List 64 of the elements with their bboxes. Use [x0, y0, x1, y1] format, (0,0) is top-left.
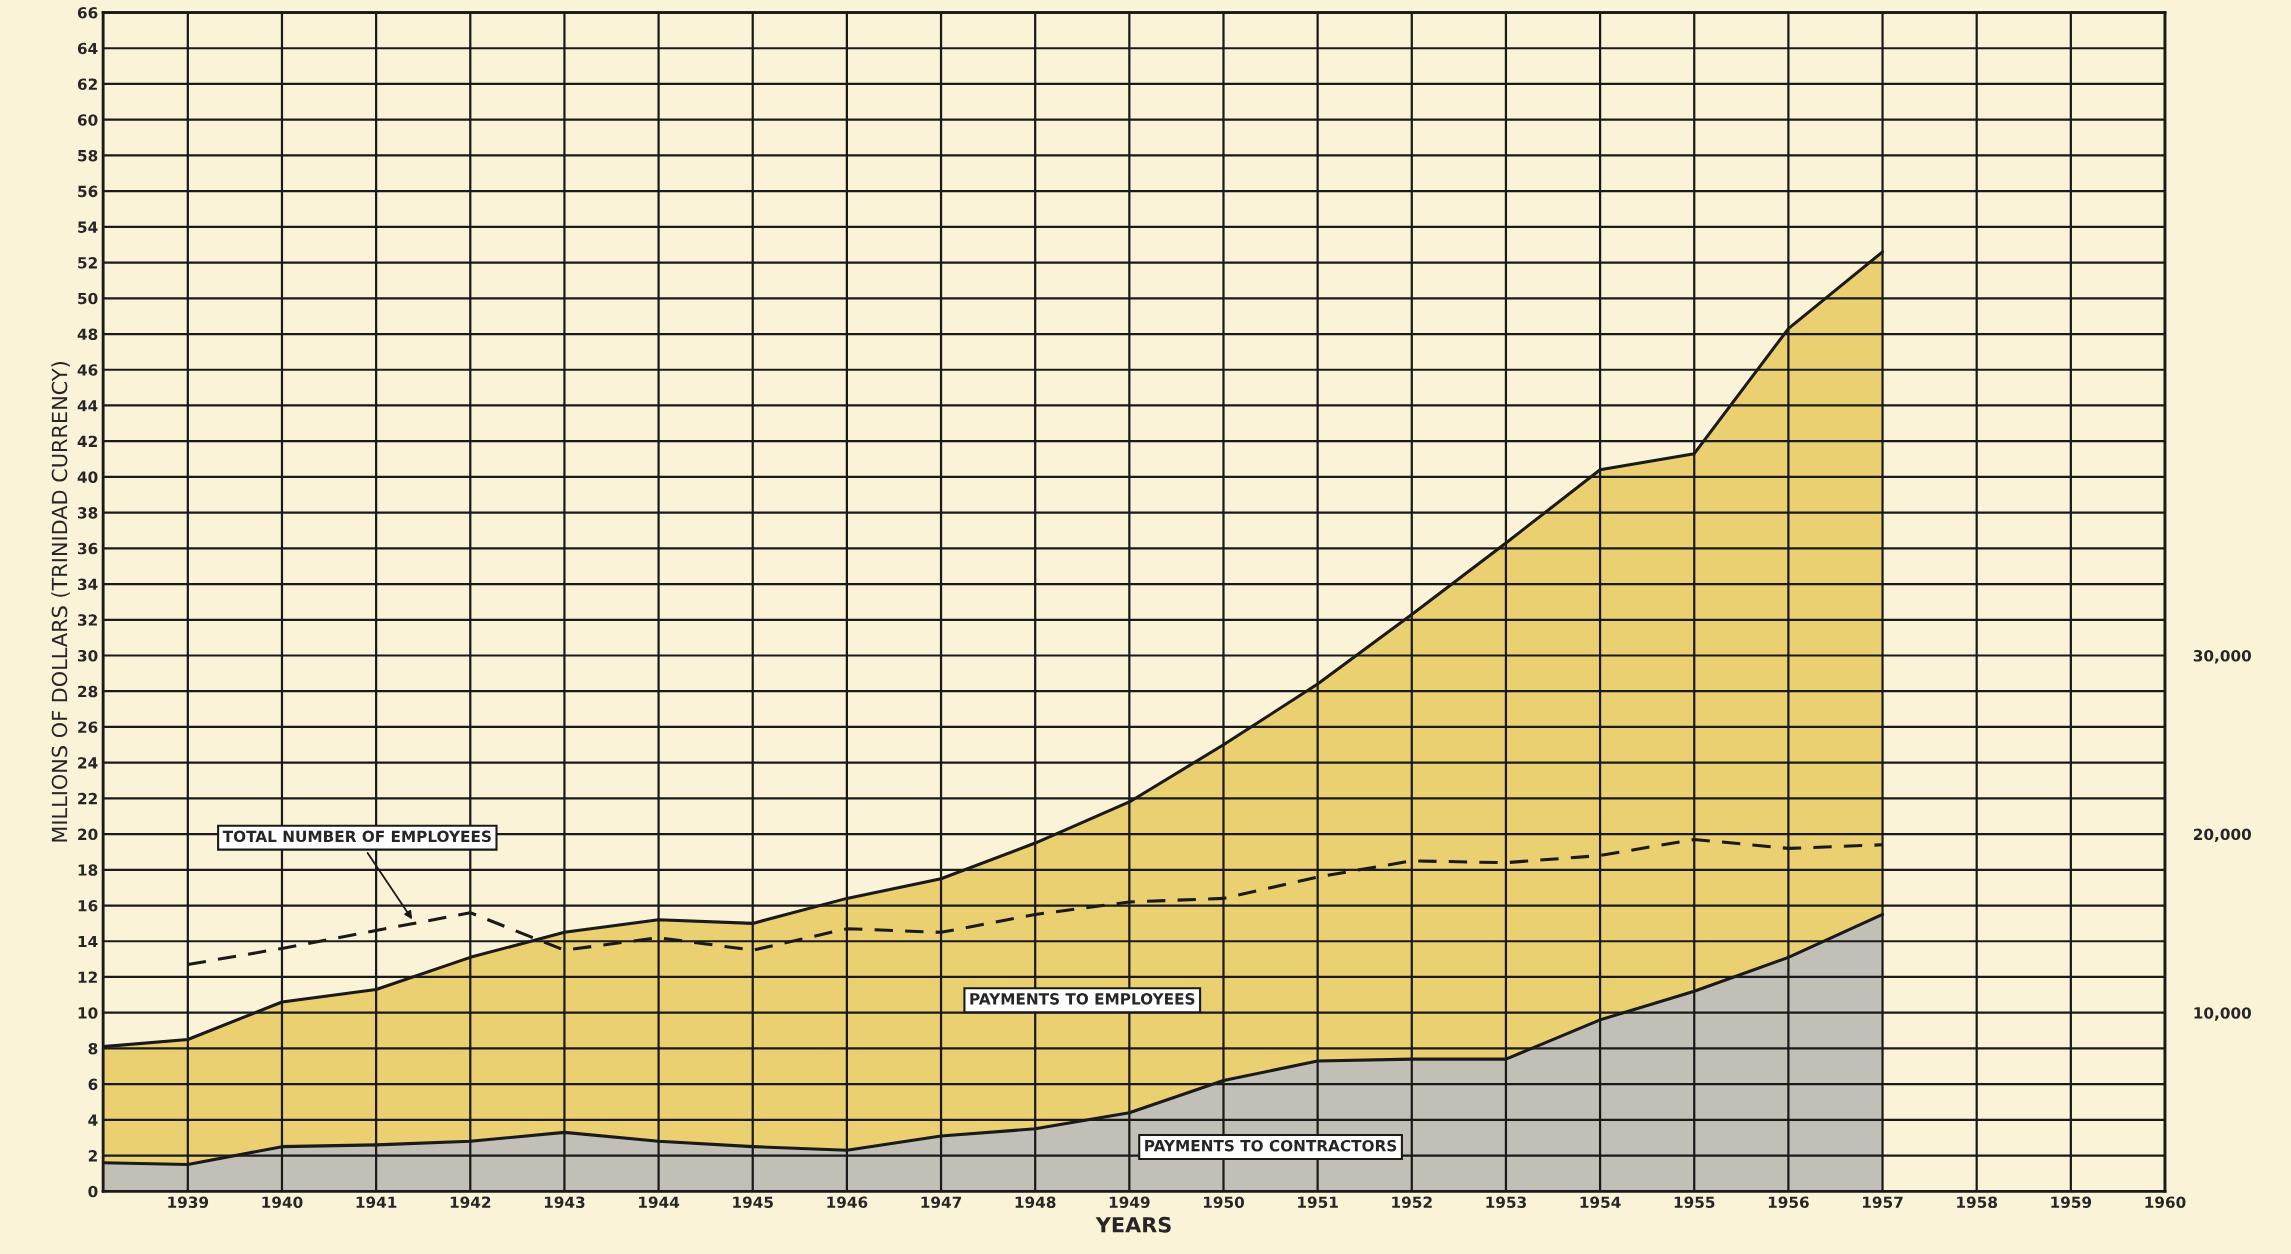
y-tick-label: 8 [88, 1042, 98, 1055]
y-tick-label: 36 [78, 542, 98, 555]
y-tick-label: 0 [88, 1185, 98, 1198]
y-tick-label: 44 [77, 400, 98, 412]
x-tick-label: 1941 [356, 1196, 397, 1208]
x-axis-title: YEARS [1095, 1216, 1171, 1233]
y-tick-label: 6 [88, 1078, 98, 1091]
y-tick-label: 66 [77, 7, 98, 19]
y-tick-label: 4 [88, 1114, 98, 1126]
x-tick-label: 1958 [1957, 1196, 1998, 1208]
x-tick-label: 1945 [733, 1196, 773, 1208]
y-tick-label: 10 [78, 1007, 98, 1019]
y-tick-label: 34 [78, 578, 98, 591]
y-tick-label: 12 [78, 971, 97, 983]
x-tick-label: 1959 [2051, 1196, 2092, 1208]
y-tick-label: 60 [77, 114, 98, 126]
y-tick-label: 38 [78, 507, 98, 519]
y-tick-label: 64 [77, 42, 98, 55]
y-tick-label: 20 [78, 828, 98, 841]
y-tick-label: 50 [78, 292, 98, 305]
x-tick-label: 1944 [639, 1196, 680, 1208]
y-tick-label: 40 [77, 471, 98, 483]
x-tick-label: 1947 [921, 1196, 962, 1208]
y-tick-label: 14 [78, 935, 98, 948]
y-tick-label: 54 [78, 221, 98, 233]
y-tick-label: 2 [88, 1150, 97, 1162]
y-tick-label: 18 [78, 864, 98, 876]
x-tick-label: 1960 [2145, 1196, 2186, 1208]
y-tick-label: 22 [78, 792, 97, 805]
x-tick-label: 1942 [450, 1196, 491, 1208]
y-tick-label: 56 [78, 185, 98, 198]
y-tick-label: 48 [77, 328, 98, 341]
y-tick-label: 26 [78, 721, 98, 733]
x-tick-label: 1957 [1863, 1196, 1903, 1208]
x-tick-label: 1955 [1674, 1196, 1715, 1208]
y-tick-label: 32 [78, 614, 97, 626]
x-tick-label: 1953 [1486, 1196, 1526, 1208]
y-tick-label: 24 [78, 757, 98, 769]
x-tick-label: 1954 [1580, 1196, 1621, 1208]
series-label: PAYMENTS TO CONTRACTORS [1145, 1139, 1397, 1152]
x-tick-label: 1951 [1298, 1196, 1338, 1208]
x-tick-label: 1943 [544, 1196, 585, 1208]
y-tick-label: 30 [78, 649, 98, 662]
x-tick-label: 1940 [262, 1196, 303, 1208]
y-tick-label: 42 [77, 435, 97, 447]
y-tick-label: 62 [77, 78, 97, 90]
y-tick-label: 28 [78, 685, 98, 698]
y2-tick-label: 30,000 [2193, 649, 2251, 664]
x-tick-label: 1946 [827, 1196, 868, 1208]
x-tick-label: 1952 [1392, 1196, 1432, 1208]
y-tick-label: 16 [78, 900, 98, 912]
y2-tick-label: 10,000 [2194, 1007, 2251, 1021]
y-tick-label: 52 [78, 257, 97, 269]
y-tick-label: 58 [78, 149, 98, 162]
x-tick-label: 1950 [1203, 1196, 1245, 1208]
text: TOTAL NUMBER OF EMPLOYEES [222, 830, 491, 843]
x-tick-label: 1939 [168, 1196, 209, 1208]
y-axis-title: MILLIONS OF DOLLARS (TRINIDAD CURRENCY) [51, 362, 70, 842]
series-label: PAYMENTS TO EMPLOYEES [970, 993, 1195, 1005]
x-tick-label: 1948 [1015, 1196, 1056, 1208]
y2-tick-label: 20,000 [2193, 828, 2251, 843]
y-tick-label: 46 [77, 364, 98, 376]
x-tick-label: 1956 [1768, 1196, 1809, 1208]
x-tick-label: 1949 [1109, 1196, 1150, 1208]
